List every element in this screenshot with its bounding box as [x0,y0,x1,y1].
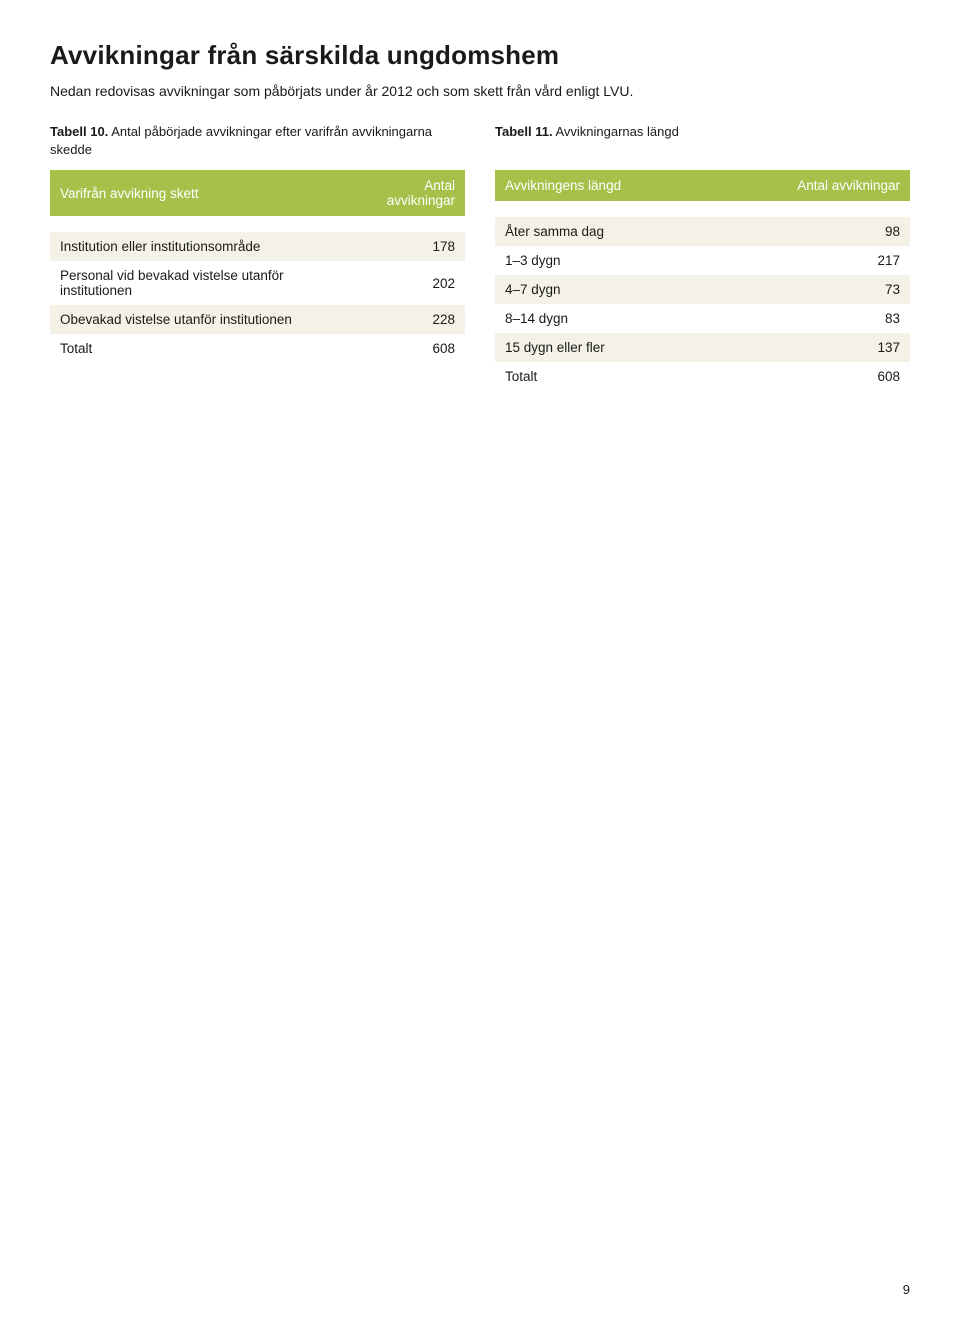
table-row: Åter samma dag 98 [495,217,910,246]
intro-text: Nedan redovisas avvikningar som påbörjat… [50,83,910,99]
table-cell-value: 137 [713,333,910,362]
section-title: Avvikningar från särskilda ungdomshem [50,40,910,71]
table10-caption: Tabell 10. Antal påbörjade avvikningar e… [50,123,465,158]
table-cell-label: Institution eller institutionsområde [50,232,346,261]
table-row: Personal vid bevakad vistelse utanför in… [50,261,465,305]
table-cell-label: 15 dygn eller fler [495,333,713,362]
table-cell-value: 98 [713,217,910,246]
table-row: Institution eller institutionsområde 178 [50,232,465,261]
table-row: 8–14 dygn 83 [495,304,910,333]
table-cell-value: 228 [346,305,465,334]
table11-caption-text: Avvikningarnas längd [553,124,679,139]
table-cell-value: 83 [713,304,910,333]
table10: Varifrån avvikning skett Antal avvikning… [50,170,465,363]
table-cell-value: 217 [713,246,910,275]
table-cell-value: 608 [713,362,910,391]
table11-col-1: Antal avvikningar [713,170,910,201]
table11-caption: Tabell 11. Avvikningarnas längd [495,123,910,141]
table-cell-label: 1–3 dygn [495,246,713,275]
table10-col-1: Antal avvikningar [346,170,465,216]
columns-wrap: Tabell 10. Antal påbörjade avvikningar e… [50,123,910,391]
table-row: 1–3 dygn 217 [495,246,910,275]
table-cell-value: 73 [713,275,910,304]
right-column: Tabell 11. Avvikningarnas längd Avviknin… [495,123,910,391]
table-cell-value: 178 [346,232,465,261]
table-row: 4–7 dygn 73 [495,275,910,304]
table-cell-label: Personal vid bevakad vistelse utanför in… [50,261,346,305]
table-cell-label: Totalt [50,334,346,363]
table-cell-value: 202 [346,261,465,305]
table11-caption-prefix: Tabell 11. [495,124,553,139]
table-cell-label: Åter samma dag [495,217,713,246]
table-cell-label: 4–7 dygn [495,275,713,304]
page-number: 9 [903,1282,910,1297]
table-cell-label: Totalt [495,362,713,391]
table-cell-label: Obevakad vistelse utanför institutionen [50,305,346,334]
table-row: 15 dygn eller fler 137 [495,333,910,362]
table11: Avvikningens längd Antal avvikningar Åte… [495,170,910,391]
table10-caption-text: Antal påbörjade avvikningar efter varifr… [50,124,432,157]
table10-caption-prefix: Tabell 10. [50,124,108,139]
table-cell-value: 608 [346,334,465,363]
table11-col-0: Avvikningens längd [495,170,713,201]
table-row-total: Totalt 608 [495,362,910,391]
left-column: Tabell 10. Antal påbörjade avvikningar e… [50,123,465,391]
table-cell-label: 8–14 dygn [495,304,713,333]
table-row: Obevakad vistelse utanför institutionen … [50,305,465,334]
table-row-total: Totalt 608 [50,334,465,363]
table10-col-0: Varifrån avvikning skett [50,170,346,216]
